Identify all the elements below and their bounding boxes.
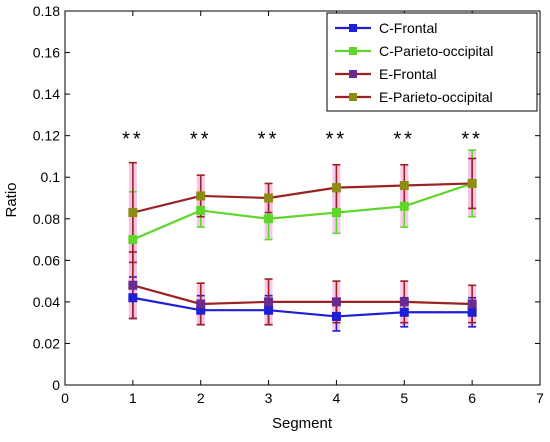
data-point-2-4 (399, 297, 409, 307)
data-point-1-0 (128, 235, 138, 245)
data-point-2-2 (264, 297, 274, 307)
data-point-2-1 (196, 299, 206, 309)
legend-label: C-Frontal (379, 20, 437, 36)
significance-annotation: ** (326, 129, 348, 151)
annotation-layer: ** ** ** ** ** ** (122, 129, 483, 151)
data-point-2-3 (331, 297, 341, 307)
error-shade-layer (128, 150, 477, 331)
y-axis-label: Ratio (3, 182, 20, 217)
data-point-3-1 (196, 191, 206, 201)
series-line-layer (132, 182, 473, 318)
significance-annotation: ** (258, 129, 280, 151)
series-line-2 (132, 284, 473, 306)
significance-annotation: ** (393, 129, 415, 151)
error-bar-layer (128, 149, 477, 332)
data-point-1-4 (399, 201, 409, 211)
legend-marker (349, 24, 357, 32)
y-tick-label: 0.18 (33, 3, 60, 19)
x-tick-label: 1 (129, 390, 137, 406)
legend-entry-0: C-Frontal (335, 20, 437, 36)
data-point-0-3 (331, 311, 341, 321)
x-tick-label: 0 (61, 390, 69, 406)
data-point-2-5 (467, 299, 477, 309)
data-point-0-0 (128, 293, 138, 303)
data-point-2-0 (128, 280, 138, 290)
series-line-0 (132, 296, 473, 318)
data-point-3-2 (264, 193, 274, 203)
legend-marker (349, 93, 357, 101)
y-tick-label: 0.02 (33, 335, 60, 351)
series-line-1 (132, 182, 473, 241)
legend-entry-1: C-Parieto-occipital (335, 43, 493, 59)
significance-annotation: ** (190, 129, 212, 151)
y-tick-label: 0.04 (33, 294, 60, 310)
y-tick-label: 0.08 (33, 211, 60, 227)
significance-annotation: ** (122, 129, 144, 151)
y-tick-label: 0.1 (41, 169, 61, 185)
y-tick-label: 0.12 (33, 128, 60, 144)
legend-entry-3: E-Parieto-occipital (335, 89, 493, 105)
series-line-3 (132, 182, 473, 214)
legend-marker (349, 70, 357, 78)
data-point-3-4 (399, 181, 409, 191)
legend-label: E-Parieto-occipital (379, 89, 493, 105)
legend-entry-2: E-Frontal (335, 66, 437, 82)
legend: C-Frontal C-Parieto-occipital E-Frontal E-P… (326, 12, 538, 112)
data-point-3-0 (128, 208, 138, 218)
marker-layer (128, 178, 477, 321)
data-point-1-3 (331, 208, 341, 218)
x-tick-label: 6 (468, 390, 476, 406)
legend-box (326, 12, 538, 112)
data-point-0-2 (264, 305, 274, 315)
y-tick-label: 0.14 (33, 86, 60, 102)
y-tick-label: 0 (52, 377, 60, 393)
data-point-0-5 (467, 307, 477, 317)
data-point-3-5 (467, 178, 477, 188)
x-axis-label: Segment (272, 415, 333, 432)
x-tick-label: 3 (265, 390, 273, 406)
x-tick-label: 5 (400, 390, 408, 406)
x-tick-label: 7 (536, 390, 544, 406)
significance-annotation: ** (461, 129, 483, 151)
y-tick-label: 0.06 (33, 252, 60, 268)
data-point-1-1 (196, 205, 206, 215)
x-tick-label: 2 (197, 390, 205, 406)
legend-marker (349, 47, 357, 55)
legend-label: C-Parieto-occipital (379, 43, 493, 59)
legend-label: E-Frontal (379, 66, 437, 82)
y-tick-label: 0.16 (33, 45, 60, 61)
data-point-3-3 (331, 183, 341, 193)
x-tick-label: 4 (333, 390, 341, 406)
data-point-0-4 (399, 307, 409, 317)
data-point-1-2 (264, 214, 274, 224)
plot-frame (64, 10, 541, 386)
